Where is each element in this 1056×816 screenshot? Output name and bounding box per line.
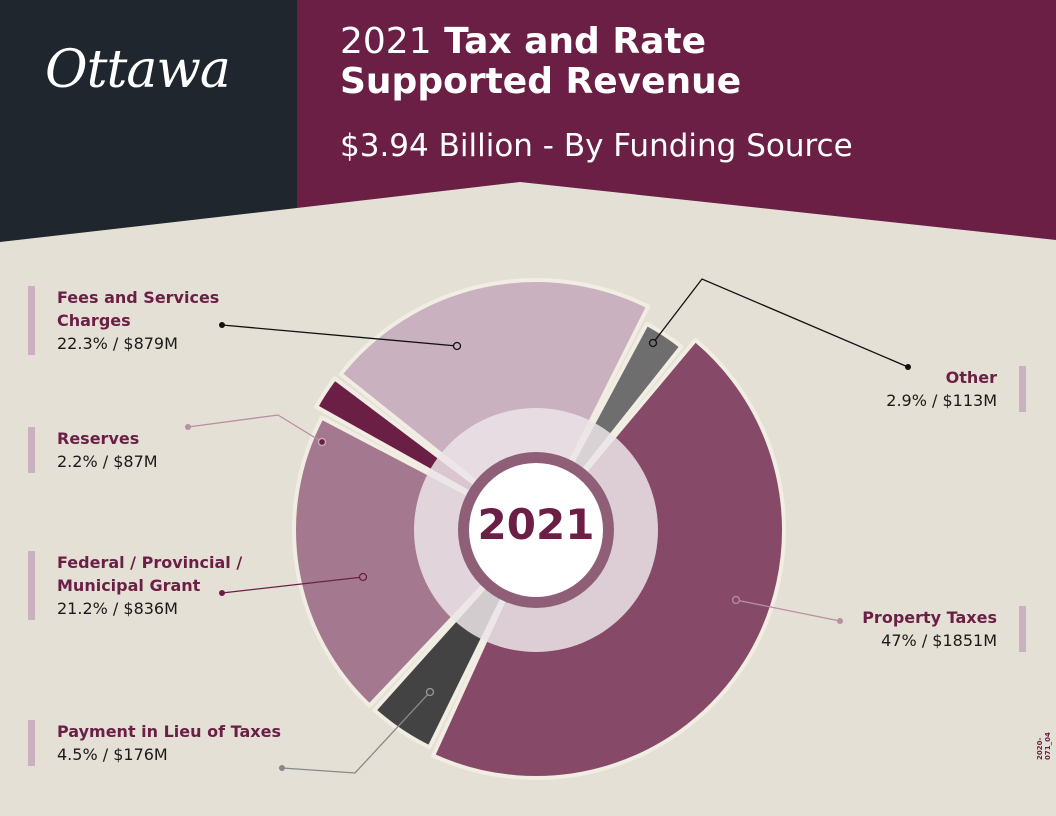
legend-reserves: Reserves 2.2% / $87M [28, 427, 158, 473]
title-year: 2021 [340, 21, 432, 62]
legend-fees-name-1: Fees and Services [57, 288, 220, 307]
leader-dot-property [837, 618, 843, 624]
leader-payment [281, 691, 431, 774]
legend-payment: Payment in Lieu of Taxes 4.5% / $176M [28, 720, 281, 766]
document-code: 2020-071_04 [1036, 732, 1052, 760]
legend-fees-name-2: Charges [57, 311, 131, 330]
page-title: 2021 Tax and Rate Supported Revenue [340, 22, 741, 102]
leader-other [652, 278, 909, 368]
legend-fees: Fees and Services Charges 22.3% / $879M [28, 286, 219, 355]
leader-dot-other [905, 364, 911, 370]
legend-grant: Federal / Provincial / Municipal Grant 2… [28, 551, 242, 620]
legend-property-name: Property Taxes [862, 608, 997, 627]
leader-fees [221, 324, 458, 347]
center-disc [469, 463, 603, 597]
legend-payment-value: 4.5% / $176M [57, 745, 168, 764]
leader-grant [221, 576, 364, 594]
legend-property: Property Taxes 47% / $1851M [862, 606, 1026, 652]
leader-end-reserves [317, 437, 327, 447]
leader-dot-fees [219, 322, 225, 328]
legend-payment-name: Payment in Lieu of Taxes [57, 722, 281, 741]
page-subtitle: $3.94 Billion - By Funding Source [340, 128, 853, 164]
leader-end-grant [358, 572, 368, 582]
title-line2: Supported Revenue [340, 61, 742, 102]
center-year-label: 2021 [477, 500, 595, 549]
legend-other-name: Other [945, 368, 997, 387]
leader-dot-reserves [185, 424, 191, 430]
leader-dot-grant [219, 590, 225, 596]
legend-property-value: 47% / $1851M [881, 631, 997, 650]
leader-end-other [648, 338, 658, 348]
leader-dot-payment [279, 765, 285, 771]
legend-grant-name-2: Municipal Grant [57, 576, 201, 595]
title-line1: Tax and Rate [444, 21, 706, 62]
leader-property [735, 599, 841, 622]
leader-end-payment [425, 687, 435, 697]
legend-other: Other 2.9% / $113M [886, 366, 1026, 412]
leader-reserves [187, 414, 323, 443]
legend-grant-value: 21.2% / $836M [57, 599, 178, 618]
ottawa-logo: Ottawa [45, 40, 231, 100]
legend-reserves-name: Reserves [57, 429, 140, 448]
leader-end-property [731, 595, 741, 605]
legend-fees-value: 22.3% / $879M [57, 334, 178, 353]
legend-other-value: 2.9% / $113M [886, 391, 997, 410]
legend-grant-name-1: Federal / Provincial / [57, 553, 243, 572]
leader-end-fees [452, 341, 462, 351]
legend-reserves-value: 2.2% / $87M [57, 452, 158, 471]
